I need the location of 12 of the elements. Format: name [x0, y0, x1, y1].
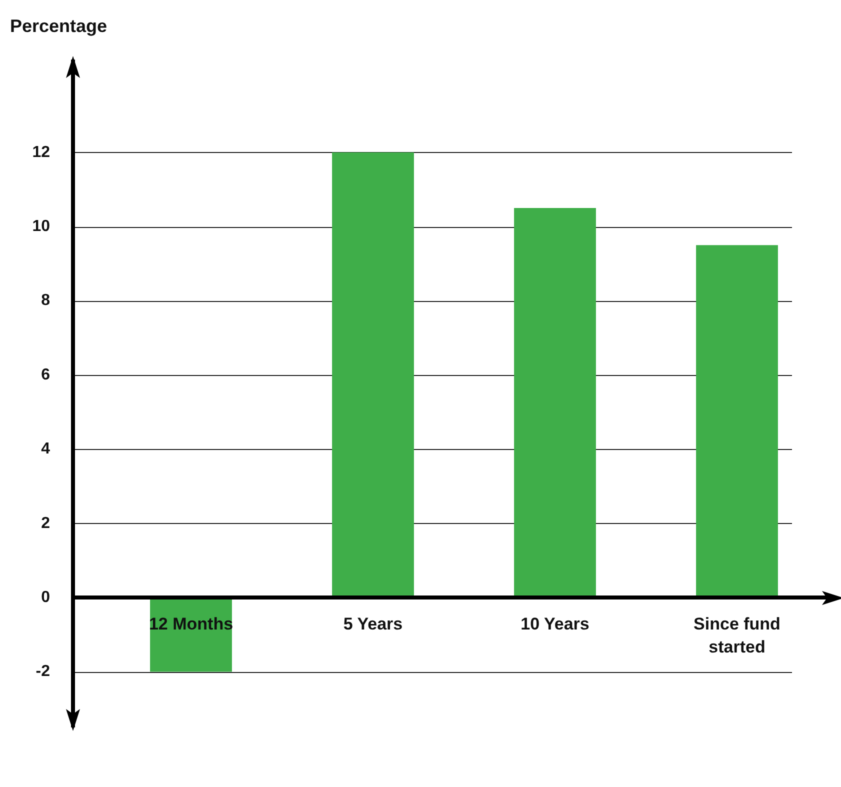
y-tick-label: 4 — [41, 440, 50, 458]
y-tick-label: 12 — [32, 144, 50, 161]
y-tick-label: 0 — [41, 588, 50, 606]
y-tick-label: -2 — [36, 663, 50, 680]
y-axis-title: Percentage — [10, 16, 108, 37]
y-tick-label: 8 — [41, 292, 50, 310]
x-tick-label: Since fund started — [694, 614, 780, 657]
x-tick-label: 10 Years — [520, 614, 590, 634]
y-tick-label: 6 — [41, 366, 50, 384]
y-tick-label: 10 — [32, 218, 50, 235]
x-tick-label: 5 Years — [343, 614, 403, 634]
y-tick-label: 2 — [41, 514, 50, 532]
